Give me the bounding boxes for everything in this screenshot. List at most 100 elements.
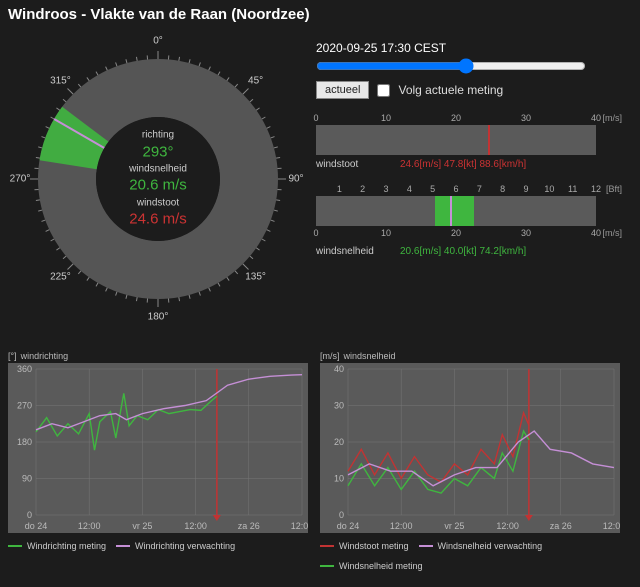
svg-text:12:00: 12:00 [390, 521, 413, 531]
svg-text:40: 40 [334, 364, 344, 374]
scale-unit: [m/s] [603, 228, 623, 238]
legend-swatch [320, 545, 334, 547]
svg-text:270: 270 [17, 401, 32, 411]
scale-tick: 0 [313, 228, 318, 238]
svg-text:12:00: 12:00 [496, 521, 519, 531]
scale-tick: 10 [381, 113, 391, 123]
scale-tick: 12 [591, 184, 601, 194]
chart-spd-title: windsnelheid [344, 351, 396, 361]
time-slider[interactable] [316, 59, 586, 73]
follow-checkbox[interactable] [377, 84, 390, 97]
svg-text:do 24: do 24 [337, 521, 360, 531]
legend-item: Windstoot meting [320, 541, 409, 551]
legend-label: Windrichting verwachting [135, 541, 235, 551]
scale-tick: 20 [451, 113, 461, 123]
svg-text:vr 25: vr 25 [132, 521, 152, 531]
scale-tick: 20 [451, 228, 461, 238]
windsnelheid-fill [435, 196, 474, 226]
bar-windsnelheid: 123456789101112[Bft] 010203040[m/s] wind… [316, 184, 616, 257]
richting-value: 293° [129, 142, 187, 162]
scale-tick: 8 [500, 184, 505, 194]
compass-tick: 135° [245, 271, 266, 282]
bar-windstoot: 010203040[m/s] windstoot 24.6[m/s] 47.8[… [316, 113, 616, 170]
scale-tick: 30 [521, 113, 531, 123]
timestamp: 2020-09-25 17:30 CEST [316, 41, 616, 55]
svg-text:12:00: 12:00 [184, 521, 207, 531]
compass-tick: 270° [10, 174, 31, 185]
svg-text:0: 0 [27, 510, 32, 520]
svg-text:za 26: za 26 [550, 521, 572, 531]
scale-unit: [Bft] [606, 184, 622, 194]
legend-label: Windsnelheid meting [339, 561, 423, 571]
svg-text:12:00: 12:00 [291, 521, 308, 531]
legend-label: Windsnelheid verwachting [438, 541, 543, 551]
compass-tick: 0° [153, 36, 163, 47]
richting-label: richting [129, 128, 187, 142]
scale-tick: 40 [591, 228, 601, 238]
scale-tick: 9 [523, 184, 528, 194]
chart-windrichting: [°] windrichting 0 90 180 270 360 do 24 12:00 v… [8, 351, 308, 571]
chart-windsnelheid: [m/s] windsnelheid 0 10 20 30 40 do 24 12:00 vr… [320, 351, 620, 571]
scale-tick: 10 [544, 184, 554, 194]
svg-text:360: 360 [17, 364, 32, 374]
legend-item: Windsnelheid meting [320, 561, 423, 571]
legend-item: Windrichting meting [8, 541, 106, 551]
scale-tick: 0 [313, 113, 318, 123]
compass-tick: 315° [50, 76, 71, 87]
controls-panel: 2020-09-25 17:30 CEST actueel Volg actue… [316, 29, 616, 329]
windrose-center: richting 293° windsnelheid 20.6 m/s wind… [129, 128, 187, 229]
chart-dir-unit: [°] [8, 351, 17, 361]
scale-tick: 2 [360, 184, 365, 194]
chart-spd-svg: 0 10 20 30 40 do 24 12:00 vr 25 12:00 za 26 12:00 [320, 363, 620, 533]
legend-swatch [8, 545, 22, 547]
svg-text:0: 0 [339, 510, 344, 520]
svg-text:30: 30 [334, 401, 344, 411]
scale-tick: 6 [453, 184, 458, 194]
windstoot-label: windstoot [129, 196, 187, 210]
legend-swatch [320, 565, 334, 567]
compass-tick: 225° [50, 271, 71, 282]
follow-label: Volg actuele meting [398, 83, 503, 97]
chart-dir-svg: 0 90 180 270 360 do 24 12:00 vr 25 12:00 za 26 12:… [8, 363, 308, 533]
legend-swatch [419, 545, 433, 547]
svg-text:vr 25: vr 25 [444, 521, 464, 531]
chart-dir-title: windrichting [21, 351, 69, 361]
scale-tick: 3 [383, 184, 388, 194]
legend-swatch [116, 545, 130, 547]
bar-windsnelheid-label: windsnelheid [316, 246, 386, 257]
svg-text:90: 90 [22, 474, 32, 484]
compass-tick: 180° [148, 312, 169, 323]
scale-unit: [m/s] [603, 113, 623, 123]
windsnelheid-value: 20.6 m/s [129, 176, 187, 196]
windstoot-marker [488, 125, 490, 155]
legend-label: Windrichting meting [27, 541, 106, 551]
scale-tick: 4 [407, 184, 412, 194]
svg-text:do 24: do 24 [25, 521, 48, 531]
scale-tick: 7 [477, 184, 482, 194]
svg-text:20: 20 [334, 437, 344, 447]
windrose: richting 293° windsnelheid 20.6 m/s wind… [8, 29, 308, 329]
page-title: Windroos - Vlakte van de Raan (Noordzee) [8, 6, 632, 23]
legend-item: Windrichting verwachting [116, 541, 235, 551]
svg-text:za 26: za 26 [238, 521, 260, 531]
actueel-button[interactable]: actueel [316, 81, 369, 99]
windsnelheid-line [450, 196, 452, 226]
scale-tick: 11 [568, 184, 577, 194]
scale-tick: 40 [591, 113, 601, 123]
scale-tick: 1 [337, 184, 342, 194]
scale-tick: 5 [430, 184, 435, 194]
svg-text:12:00: 12:00 [78, 521, 101, 531]
svg-text:10: 10 [334, 474, 344, 484]
bar-windstoot-label: windstoot [316, 159, 386, 170]
bar-windstoot-value: 24.6[m/s] 47.8[kt] 88.6[km/h] [400, 159, 526, 170]
windsnelheid-label: windsnelheid [129, 162, 187, 176]
bar-windsnelheid-value: 20.6[m/s] 40.0[kt] 74.2[km/h] [400, 246, 526, 257]
svg-text:180: 180 [17, 437, 32, 447]
compass-tick: 45° [248, 76, 263, 87]
compass-tick: 90° [288, 174, 303, 185]
scale-tick: 10 [381, 228, 391, 238]
chart-spd-unit: [m/s] [320, 351, 340, 361]
scale-tick: 30 [521, 228, 531, 238]
svg-text:12:00: 12:00 [603, 521, 620, 531]
windstoot-value: 24.6 m/s [129, 209, 187, 229]
